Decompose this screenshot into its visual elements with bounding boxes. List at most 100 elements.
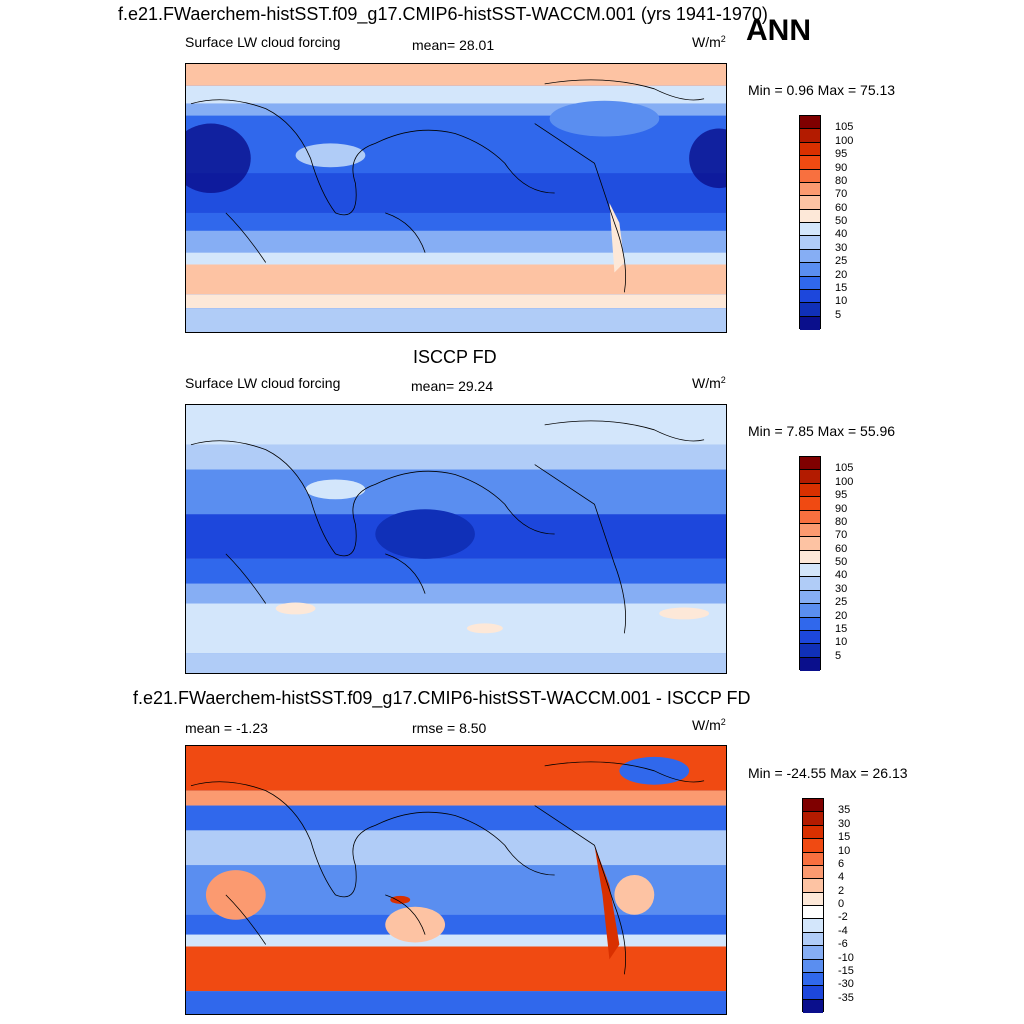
panel1-colorbar-swatches — [799, 115, 821, 330]
panel1-colorbar-label: 80 — [835, 174, 848, 187]
panel2-colorbar-label: 100 — [835, 475, 854, 488]
panel1-colorbar-label: 25 — [835, 255, 848, 268]
panel3-colorbar-swatch — [803, 879, 823, 893]
panel2-colorbar-swatch — [800, 617, 820, 631]
panel2-colorbar-swatches — [799, 456, 821, 671]
panel3-colorbar-swatch — [803, 839, 823, 853]
panel3-colorbar-label: 10 — [838, 844, 851, 857]
panel2-colorbar-swatch — [800, 483, 820, 498]
panel3-map — [185, 745, 727, 1015]
panel1-colorbar-swatch — [800, 236, 820, 250]
panel2-colorbar-swatch — [800, 550, 820, 564]
panel3-colorbar-swatch — [803, 999, 823, 1013]
panel3-title: f.e21.FWaerchem-histSST.f09_g17.CMIP6-hi… — [133, 688, 751, 708]
panel2-minmax: Min = 7.85 Max = 55.96 — [748, 423, 896, 439]
panel2-colorbar-swatch — [800, 510, 820, 524]
panel1-colorbar-swatch — [800, 169, 820, 183]
panel2-colorbar-swatch — [800, 537, 820, 551]
season-label: ANN — [746, 14, 811, 47]
panel1-colorbar-swatch — [800, 196, 820, 210]
panel2-colorbar-label: 80 — [835, 515, 848, 528]
panel1-colorbar-swatch — [800, 209, 820, 223]
panel1-colorbar-swatch — [800, 223, 820, 237]
panel1-map — [185, 63, 727, 333]
panel3-colorbar-swatch — [803, 865, 823, 880]
panel1-mean: mean= 28.01 — [412, 37, 495, 53]
panel2-colorbar-label: 60 — [835, 542, 848, 555]
panel2-colorbar-label: 40 — [835, 569, 848, 582]
panel3-colorbar-swatch — [803, 919, 823, 933]
panel3-colorbar-label: 0 — [838, 898, 845, 910]
panel2-colorbar: 105 100 95 90 80 70 60 50 40 30 25 20 15 10 5 — [799, 456, 859, 671]
panel2-colorbar-swatch — [800, 457, 820, 471]
panel1-colorbar: 105 100 95 90 80 70 60 50 40 30 25 20 15 10 5 — [799, 115, 859, 330]
panel3-colorbar-label: -2 — [838, 911, 848, 924]
panel3-colorbar-swatches — [802, 798, 824, 1013]
panel1-colorbar-label: 100 — [835, 134, 854, 147]
panel2-colorbar-swatch — [800, 577, 820, 591]
panel3-colorbar-swatch — [803, 852, 823, 866]
panel3-mean: mean = -1.23 — [185, 720, 268, 736]
panel2-colorbar-swatch — [800, 604, 820, 618]
panel1-colorbar-label: 20 — [835, 268, 848, 281]
panel2-colorbar-label: 25 — [835, 596, 848, 609]
panel2-title: ISCCP FD — [413, 347, 497, 367]
panel2-colorbar-label: 30 — [835, 582, 848, 595]
panel1-colorbar-label: 5 — [835, 308, 842, 321]
panel1-colorbar-label: 30 — [835, 241, 848, 254]
panel2-colorbar-label: 70 — [835, 529, 848, 542]
panel1-colorbar-label: 90 — [835, 161, 848, 174]
panel1-colorbar-swatch — [800, 182, 820, 197]
panel2-colorbar-swatch — [800, 590, 820, 605]
panel1-colorbar-swatch — [800, 249, 820, 264]
panel3-colorbar-swatch — [803, 959, 823, 973]
panel1-colorbar-swatch — [800, 156, 820, 170]
panel1-colorbar-label: 15 — [835, 281, 848, 294]
panel3-colorbar-label: 2 — [838, 884, 845, 897]
panel3-rmse: rmse = 8.50 — [412, 720, 487, 736]
panel1-colorbar-label: 95 — [835, 148, 848, 161]
panel3-colorbar-swatch — [803, 812, 823, 826]
panel2-mean: mean= 29.24 — [411, 378, 494, 394]
panel3-colorbar-label: -30 — [838, 978, 854, 991]
panel3-colorbar-swatch — [803, 932, 823, 947]
panel3-colorbar-label: -6 — [838, 938, 848, 951]
panel3-colorbar-label: -4 — [838, 924, 848, 937]
panel1-colorbar-swatch — [800, 289, 820, 304]
panel2-colorbar-label: 50 — [835, 556, 848, 568]
panel1-variable: Surface LW cloud forcing — [185, 34, 341, 50]
panel3-colorbar-swatch — [803, 986, 823, 1000]
panel2-colorbar-label: 90 — [835, 502, 848, 515]
panel2-colorbar-swatch — [800, 497, 820, 511]
panel3-colorbar-label: 15 — [838, 831, 851, 844]
panel3-colorbar-swatch — [803, 892, 823, 906]
panel1-units: W/m2 — [692, 34, 726, 50]
panel3-colorbar-label: -15 — [838, 964, 854, 977]
panel2-colorbar-label: 10 — [835, 636, 848, 649]
panel2-variable: Surface LW cloud forcing — [185, 375, 341, 391]
panel1-colorbar-label: 50 — [835, 215, 848, 227]
panel2-colorbar-swatch — [800, 657, 820, 671]
panel2-colorbar-label: 20 — [835, 609, 848, 622]
panel1-colorbar-swatch — [800, 276, 820, 290]
panel2-colorbar-label: 95 — [835, 489, 848, 502]
panel1-colorbar-label: 40 — [835, 228, 848, 241]
panel3-colorbar-label: -35 — [838, 991, 854, 1004]
panel1-colorbar-label: 10 — [835, 295, 848, 308]
panel1-colorbar-swatch — [800, 129, 820, 143]
panel1-colorbar-swatch — [800, 116, 820, 130]
panel2-colorbar-swatch — [800, 630, 820, 645]
panel2-map — [185, 404, 727, 674]
panel1-colorbar-label: 60 — [835, 201, 848, 214]
panel2-colorbar-label: 105 — [835, 462, 854, 475]
panel2-colorbar-label: 5 — [835, 649, 842, 662]
panel1-colorbar-label: 70 — [835, 188, 848, 201]
figure-title: f.e21.FWaerchem-histSST.f09_g17.CMIP6-hi… — [118, 4, 768, 24]
panel1-colorbar-swatch — [800, 316, 820, 330]
panel3-colorbar-swatch — [803, 972, 823, 987]
panel3-colorbar-swatch — [803, 825, 823, 840]
panel2-colorbar-swatch — [800, 564, 820, 578]
panel1-colorbar-label: 105 — [835, 121, 854, 134]
panel3-colorbar-swatch — [803, 906, 823, 920]
panel3-colorbar-label: -10 — [838, 951, 854, 964]
